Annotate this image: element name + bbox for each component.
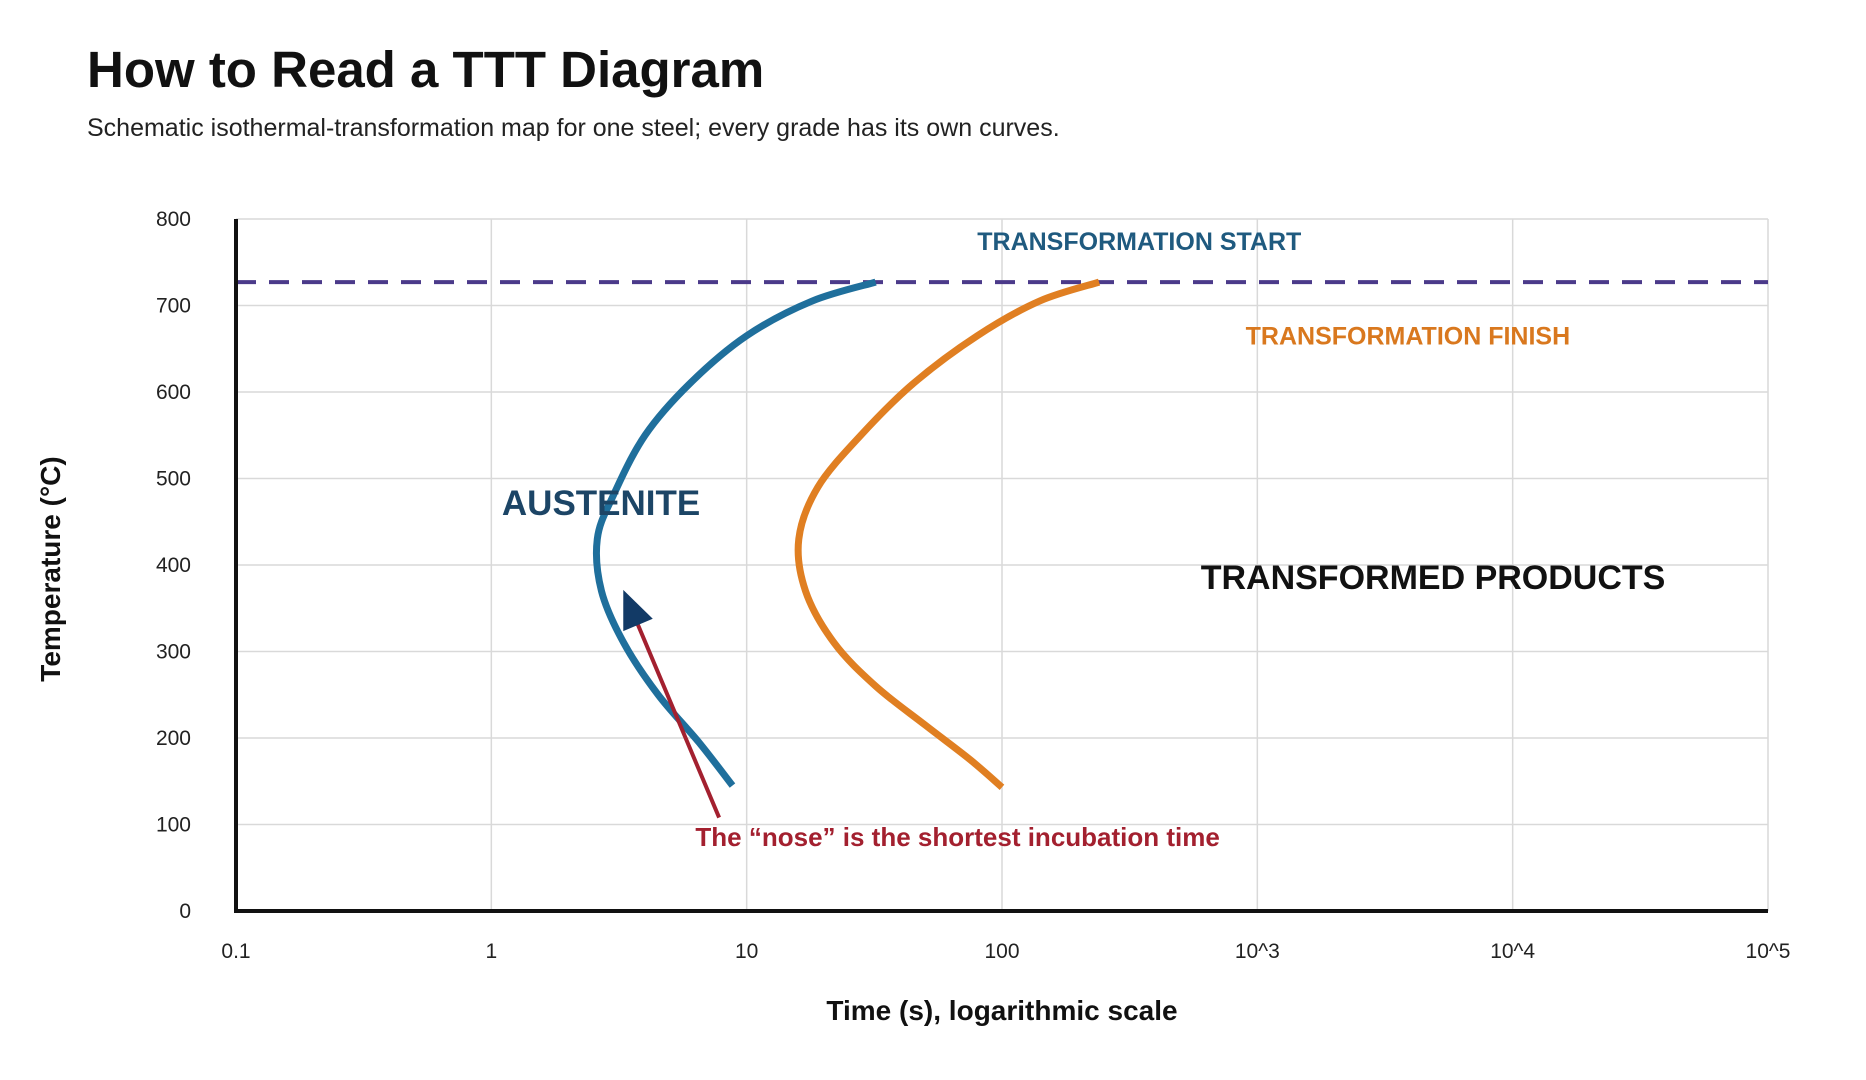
y-tick-label: 100 [156, 814, 191, 837]
nose-arrow-head [623, 589, 653, 632]
tick-labels: 0.1 1 10 100 10^3 10^4 10^5 0 100 200 300 400 500 600… [156, 208, 1791, 963]
y-tick-label: 500 [156, 468, 191, 491]
series-group [593, 278, 1101, 790]
y-axis-title: Temperature (°C) [35, 456, 66, 681]
transformation-finish-curve [794, 278, 1101, 790]
x-tick-label: 10^4 [1490, 940, 1535, 963]
x-tick-label: 100 [984, 940, 1019, 963]
y-tick-label: 700 [156, 295, 191, 318]
y-tick-label: 600 [156, 381, 191, 404]
page-subtitle: Schematic isothermal-transformation map … [87, 114, 1060, 142]
transformation-start-curve [593, 278, 877, 788]
axes [234, 219, 1768, 913]
y-tick-label: 800 [156, 208, 191, 231]
transformed-products-label: TRANSFORMED PRODUCTS [1201, 559, 1666, 597]
transformation-start-label: TRANSFORMATION START [977, 228, 1301, 256]
transformation-finish-label: TRANSFORMATION FINISH [1246, 322, 1571, 350]
x-tick-label: 10^3 [1235, 940, 1280, 963]
page-title: How to Read a TTT Diagram [87, 41, 765, 98]
x-tick-label: 0.1 [221, 940, 250, 963]
x-tick-label: 1 [485, 940, 497, 963]
nose-annotation-label: The “nose” is the shortest incubation ti… [695, 822, 1219, 852]
y-tick-label: 300 [156, 641, 191, 664]
y-tick-label: 400 [156, 554, 191, 577]
austenite-label: AUSTENITE [502, 484, 700, 523]
y-tick-label: 200 [156, 727, 191, 750]
x-tick-label: 10^5 [1746, 940, 1791, 963]
nose-arrow-shaft [628, 605, 721, 819]
y-tick-label: 0 [179, 900, 191, 923]
x-axis-title: Time (s), logarithmic scale [826, 995, 1177, 1026]
annotations: AUSTENITE TRANSFORMED PRODUCTS TRANSFORMAT… [502, 228, 1665, 852]
x-tick-label: 10 [735, 940, 758, 963]
